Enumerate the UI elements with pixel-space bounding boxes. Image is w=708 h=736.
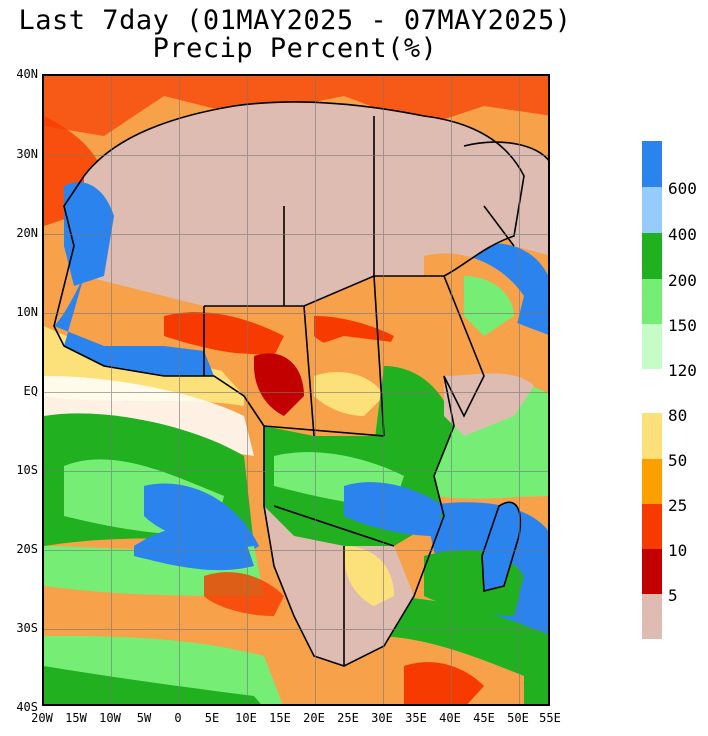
lat-label-20s: 20S [16, 542, 38, 556]
lat-label-20n: 20N [16, 226, 38, 240]
lon-label-50e: 50E [507, 711, 529, 725]
lat-label-30s: 30S [16, 621, 38, 635]
precip-percent-map [42, 74, 550, 706]
lon-label-5w: 5W [136, 711, 152, 725]
legend-label-25: 25 [668, 496, 688, 515]
lon-label-20e: 20E [303, 711, 325, 725]
lat-label-40s: 40S [16, 700, 38, 714]
lat-label-40n: 40N [16, 67, 38, 81]
legend-swatch-5-10 [642, 549, 662, 594]
country-borders [53, 101, 548, 667]
lon-label-0: 0 [174, 711, 182, 725]
lon-label-15e: 15E [269, 711, 291, 725]
legend-swatch-400-600 [642, 187, 662, 233]
legend-swatch-25-50 [642, 459, 662, 504]
lat-label-eq: EQ [23, 384, 38, 398]
map-title: Last 7day (01MAY2025 - 07MAY2025) [18, 5, 572, 36]
legend-label-120: 120 [668, 361, 697, 380]
legend-swatch-120-150 [642, 324, 662, 369]
lat-label-10s: 10S [16, 463, 38, 477]
legend-label-200: 200 [668, 271, 697, 290]
legend-swatch-50-80 [642, 413, 662, 459]
legend-label-400: 400 [668, 225, 697, 244]
lon-label-45e: 45E [473, 711, 495, 725]
lon-label-35e: 35E [405, 711, 427, 725]
legend-label-600: 600 [668, 179, 697, 198]
lon-label-25e: 25E [337, 711, 359, 725]
land-field [54, 101, 548, 666]
legend-label-150: 150 [668, 316, 697, 335]
legend-swatch-600-plus [642, 141, 662, 187]
legend-label-10: 10 [668, 541, 688, 560]
lon-label-10e: 10E [235, 711, 257, 725]
lon-label-20w: 20W [31, 711, 53, 725]
graticule [44, 76, 548, 704]
legend-swatch-150-200 [642, 279, 662, 324]
map-subtitle: Precip Percent(%) [152, 33, 438, 64]
lon-label-10w: 10W [99, 711, 121, 725]
lon-label-30e: 30E [371, 711, 393, 725]
legend-label-50: 50 [668, 451, 688, 470]
map-graphic [44, 76, 548, 704]
legend-swatch-200-400 [642, 233, 662, 279]
lon-label-55e: 55E [539, 711, 561, 725]
lat-label-30n: 30N [16, 147, 38, 161]
lon-label-5e: 5E [204, 711, 220, 725]
lon-label-40e: 40E [439, 711, 461, 725]
lon-label-15w: 15W [65, 711, 87, 725]
legend-swatch-10-25 [642, 504, 662, 549]
lat-label-10n: 10N [16, 305, 38, 319]
legend-label-5: 5 [668, 586, 678, 605]
legend-swatch-below-5 [642, 594, 662, 639]
legend-label-80: 80 [668, 406, 688, 425]
